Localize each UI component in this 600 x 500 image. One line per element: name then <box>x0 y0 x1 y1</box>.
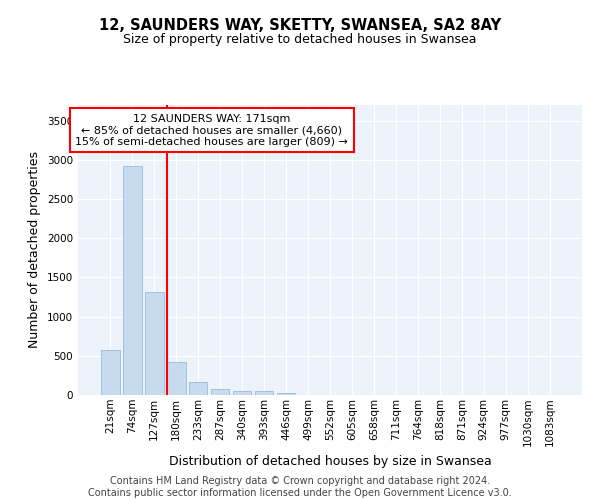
Y-axis label: Number of detached properties: Number of detached properties <box>28 152 41 348</box>
Bar <box>211 389 229 395</box>
Bar <box>123 166 142 395</box>
X-axis label: Distribution of detached houses by size in Swansea: Distribution of detached houses by size … <box>169 454 491 468</box>
Bar <box>167 362 185 395</box>
Bar <box>189 382 208 395</box>
Text: Size of property relative to detached houses in Swansea: Size of property relative to detached ho… <box>123 32 477 46</box>
Text: 12, SAUNDERS WAY, SKETTY, SWANSEA, SA2 8AY: 12, SAUNDERS WAY, SKETTY, SWANSEA, SA2 8… <box>99 18 501 32</box>
Text: Contains HM Land Registry data © Crown copyright and database right 2024.
Contai: Contains HM Land Registry data © Crown c… <box>88 476 512 498</box>
Bar <box>233 390 251 395</box>
Bar <box>277 392 295 395</box>
Bar <box>255 390 274 395</box>
Text: 12 SAUNDERS WAY: 171sqm
← 85% of detached houses are smaller (4,660)
15% of semi: 12 SAUNDERS WAY: 171sqm ← 85% of detache… <box>75 114 348 147</box>
Bar <box>145 292 164 395</box>
Bar <box>101 350 119 395</box>
